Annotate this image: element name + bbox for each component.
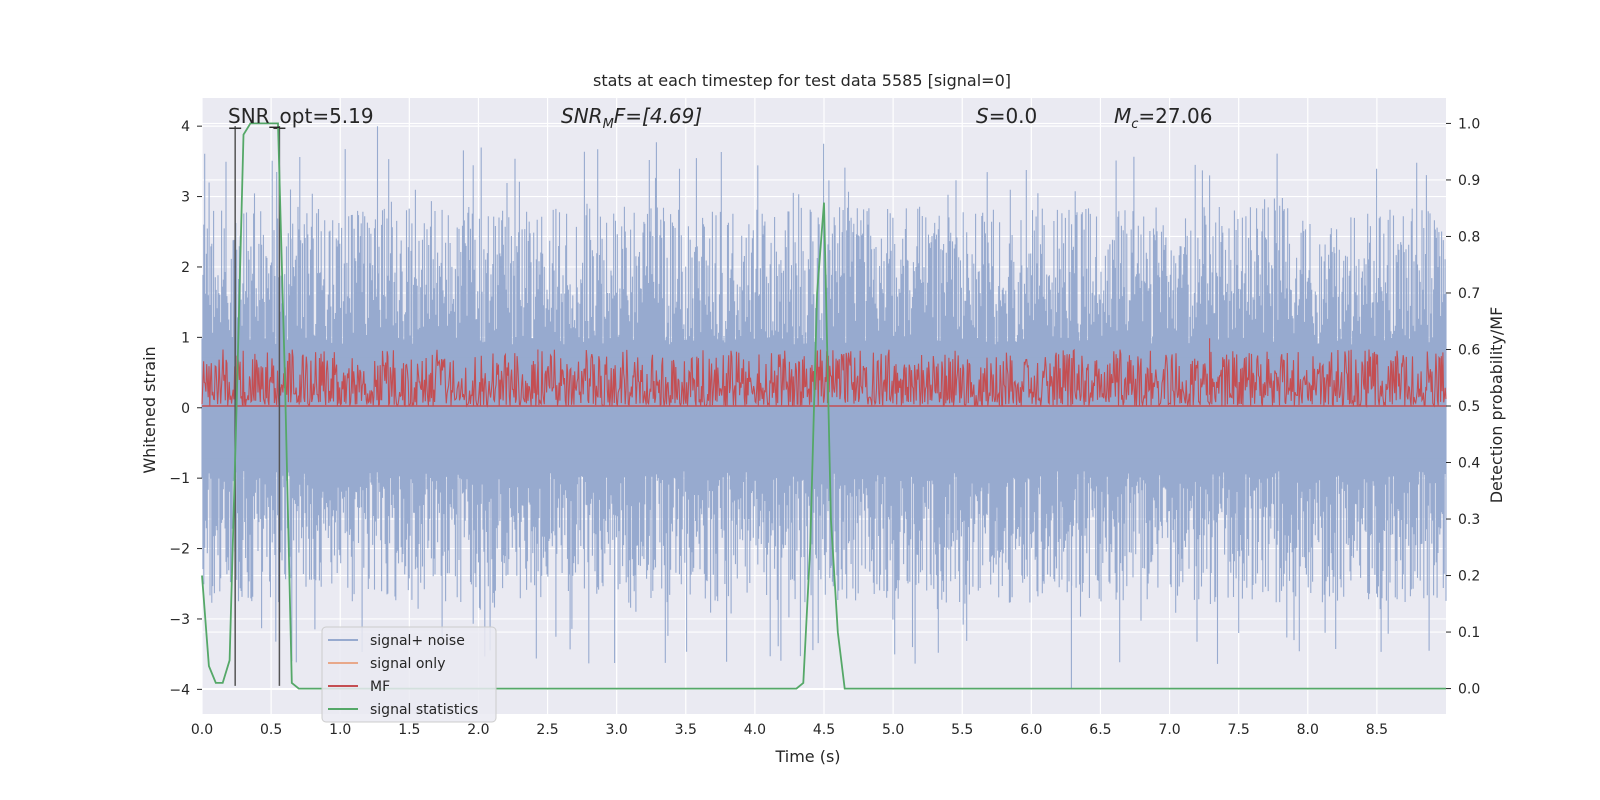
y2-tick-label: 0.0: [1458, 682, 1480, 698]
y2-tick-label: 0.4: [1458, 456, 1480, 472]
marker-lines: [229, 126, 286, 686]
y-tick-label: −4: [169, 682, 190, 698]
x-tick-label: 4.0: [744, 722, 766, 738]
x-tick-label: 2.5: [536, 722, 558, 738]
y-tick-label: 0: [181, 401, 190, 417]
signal-noise-core: [202, 357, 1446, 459]
y2-tick-label: 0.2: [1458, 569, 1480, 585]
x-tick-label: 6.5: [1089, 722, 1111, 738]
y2-tick-label: 0.5: [1458, 399, 1480, 415]
y-tick-label: 1: [181, 330, 190, 346]
x-tick-label: 3.0: [606, 722, 628, 738]
x-tick-label: 7.5: [1228, 722, 1250, 738]
x-tick-label: 6.0: [1020, 722, 1042, 738]
signal-noise-series: [201, 126, 1447, 690]
legend-box: [321, 626, 497, 723]
x-tick-label: 0.0: [191, 722, 213, 738]
y2-tick-label: 0.8: [1458, 229, 1480, 245]
snr-opt-annotation: SNR_opt=5.19: [228, 104, 374, 128]
y-tick-label: −1: [169, 471, 190, 487]
x-tick-label: 2.0: [467, 722, 489, 738]
x-axis-label: Time (s): [774, 747, 840, 766]
y2-tick-label: 0.1: [1458, 625, 1480, 641]
x-tick-label: 5.5: [951, 722, 973, 738]
y2-axis-ticks: 1.0 0.9 0.8 0.7 0.6 0.5 0.4 0.3 0.2 0.1 0.0: [1446, 116, 1480, 698]
y-axis-ticks: 4 3 2 1 0 −1 −2 −3 −4: [169, 119, 202, 698]
chart-title: stats at each timestep for test data 558…: [593, 71, 1011, 90]
y2-tick-label: 0.7: [1458, 286, 1480, 302]
mf-series: [201, 338, 1447, 409]
legend-label-signal-only: signal only: [370, 656, 445, 672]
x-tick-label: 8.0: [1297, 722, 1319, 738]
y-tick-label: 2: [181, 260, 190, 276]
x-tick-label: 3.5: [675, 722, 697, 738]
y2-tick-label: 1.0: [1458, 116, 1480, 132]
y-axis-label: Whitened strain: [140, 346, 159, 473]
signal-statistics-line: [201, 122, 1446, 690]
x-tick-label: 0.5: [260, 722, 282, 738]
x-tick-label: 4.5: [813, 722, 835, 738]
y-tick-label: 3: [181, 190, 190, 206]
y2-axis-label: Detection probability/MF: [1487, 307, 1506, 504]
legend-label-signal-noise: signal+ noise: [370, 633, 465, 649]
y-tick-label: −3: [169, 612, 190, 628]
y-tick-label: −2: [169, 542, 190, 558]
legend: signal+ noise signal only MF signal stat…: [321, 626, 497, 723]
x-tick-label: 8.5: [1366, 722, 1388, 738]
x-axis-ticks: 0.0 0.5 1.0 1.5 2.0 2.5 3.0 3.5 4.0 4.5 5.0 5.5 6.0 6…: [191, 722, 1388, 738]
snr-mf-annotation: SNRMF=[4.69]: [561, 104, 702, 132]
x-tick-label: 7.0: [1158, 722, 1180, 738]
legend-label-signal-statistics: signal statistics: [370, 702, 478, 718]
x-tick-label: 1.5: [398, 722, 420, 738]
y2-tick-label: 0.6: [1458, 342, 1480, 358]
s-annotation: S=0.0: [976, 104, 1037, 128]
x-tick-label: 5.0: [882, 722, 904, 738]
y2-tick-label: 0.9: [1458, 173, 1480, 189]
legend-label-mf: MF: [370, 679, 390, 695]
x-tick-label: 1.0: [329, 722, 351, 738]
mc-annotation: Mc=27.06: [1114, 104, 1212, 132]
y-tick-label: 4: [181, 119, 190, 135]
y2-tick-label: 0.3: [1458, 512, 1480, 528]
